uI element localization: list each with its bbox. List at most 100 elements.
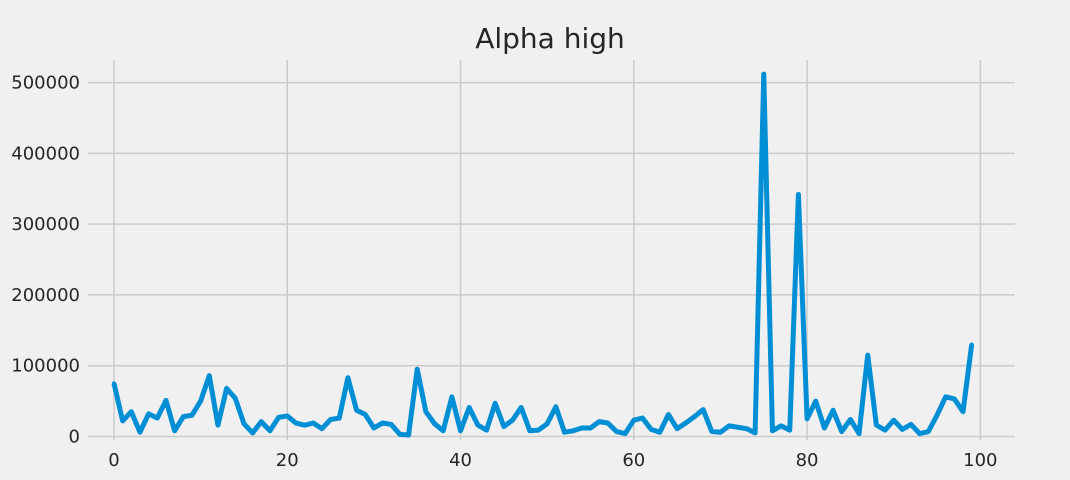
data-point (969, 342, 974, 347)
data-point (371, 425, 376, 430)
data-point (510, 418, 515, 423)
data-point (363, 412, 368, 417)
data-point (285, 413, 290, 418)
data-point (744, 426, 749, 431)
data-point (857, 431, 862, 436)
data-point (250, 430, 255, 435)
grid (88, 60, 1015, 440)
data-point (519, 405, 524, 410)
data-point (319, 426, 324, 431)
y-tick-label: 0 (69, 426, 80, 447)
data-point (640, 416, 645, 421)
data-point (337, 416, 342, 421)
data-point (623, 431, 628, 436)
data-point (822, 425, 827, 430)
data-point (311, 421, 316, 426)
x-tick-label: 20 (276, 450, 299, 471)
data-point (129, 409, 134, 414)
data-point (328, 417, 333, 422)
data-point (917, 431, 922, 436)
series-line (111, 71, 975, 438)
data-point (683, 421, 688, 426)
data-point (839, 429, 844, 434)
data-point (241, 421, 246, 426)
y-tick-label: 100000 (11, 356, 80, 377)
data-point (614, 429, 619, 434)
data-point (961, 409, 966, 414)
data-point (709, 429, 714, 434)
data-point (649, 427, 654, 432)
data-point (458, 428, 463, 433)
data-point (579, 425, 584, 430)
x-tick-label: 40 (449, 450, 472, 471)
data-point (302, 423, 307, 428)
data-point (883, 428, 888, 433)
data-point (631, 418, 636, 423)
data-point (761, 72, 766, 77)
data-point (796, 192, 801, 197)
data-point (484, 428, 489, 433)
data-point (597, 419, 602, 424)
data-point (146, 411, 151, 416)
data-point (753, 430, 758, 435)
data-point (111, 381, 116, 386)
axis-ticks: 0 20 40 60 80 100 0 100000 200000 300000 400000 500… (11, 73, 997, 471)
data-point (831, 408, 836, 413)
data-point (701, 407, 706, 412)
data-point (501, 424, 506, 429)
data-point (441, 428, 446, 433)
data-point (224, 386, 229, 391)
x-tick-label: 80 (796, 450, 819, 471)
data-point (354, 408, 359, 413)
data-point (181, 414, 186, 419)
data-point (675, 426, 680, 431)
data-point (267, 428, 272, 433)
y-tick-label: 300000 (11, 214, 80, 235)
data-point (432, 421, 437, 426)
data-point (172, 428, 177, 433)
data-point (562, 430, 567, 435)
data-point (718, 430, 723, 435)
data-point (155, 416, 160, 421)
data-point (259, 419, 264, 424)
data-point (423, 409, 428, 414)
data-point (397, 432, 402, 437)
data-point (293, 421, 298, 426)
data-point (805, 416, 810, 421)
data-point (493, 401, 498, 406)
data-point (657, 430, 662, 435)
data-point (727, 423, 732, 428)
data-point (120, 418, 125, 423)
data-point (926, 429, 931, 434)
data-point (527, 428, 532, 433)
data-point (345, 375, 350, 380)
data-point (475, 423, 480, 428)
data-point (189, 413, 194, 418)
data-point (215, 423, 220, 428)
data-point (588, 425, 593, 430)
data-point (380, 421, 385, 426)
data-point (813, 399, 818, 404)
data-point (163, 398, 168, 403)
data-point (952, 396, 957, 401)
data-point (666, 412, 671, 417)
data-point (198, 399, 203, 404)
data-point (787, 428, 792, 433)
y-tick-label: 400000 (11, 143, 80, 164)
data-point (909, 422, 914, 427)
data-point (406, 433, 411, 438)
data-point (865, 353, 870, 358)
data-point (770, 428, 775, 433)
chart-title: Alpha high (475, 22, 625, 55)
data-point (692, 414, 697, 419)
data-point (779, 423, 784, 428)
data-point (207, 373, 212, 378)
data-point (891, 418, 896, 423)
data-point (276, 415, 281, 420)
series-layer (111, 71, 975, 438)
data-point (545, 421, 550, 426)
data-point (553, 404, 558, 409)
data-point (449, 394, 454, 399)
